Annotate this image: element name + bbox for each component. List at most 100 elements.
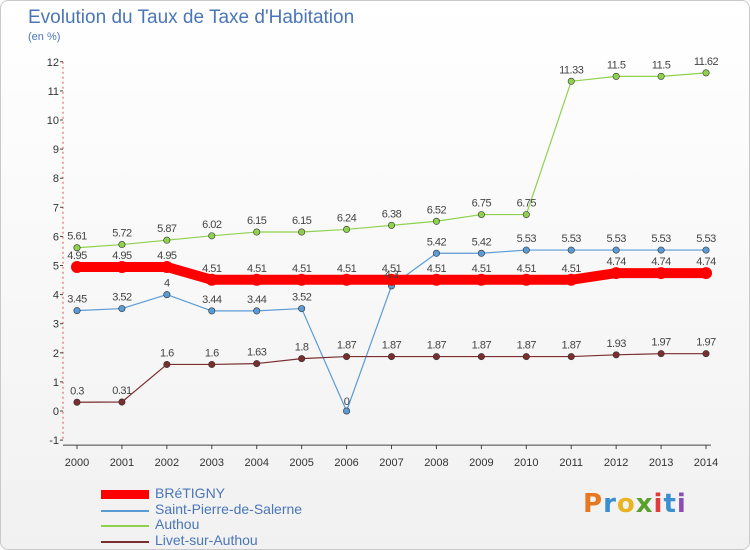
data-point xyxy=(522,246,530,254)
data-point xyxy=(253,307,261,315)
y-tick-label: 1 xyxy=(53,377,59,389)
data-label: 5.61 xyxy=(67,231,87,243)
data-label: 1.6 xyxy=(205,347,219,359)
data-point xyxy=(477,211,485,219)
data-label: 6.15 xyxy=(247,215,267,227)
logo-letter: o xyxy=(616,489,636,519)
x-tick-label: 2013 xyxy=(649,457,673,469)
legend-swatch xyxy=(101,490,149,499)
data-point xyxy=(657,72,665,80)
data-label: 5.42 xyxy=(472,236,492,248)
data-label: 3.44 xyxy=(202,294,222,306)
y-tick-label: 4 xyxy=(53,290,59,302)
y-tick-label: 6 xyxy=(53,231,59,243)
data-point xyxy=(115,260,128,273)
data-point xyxy=(295,273,308,286)
data-label: 4.74 xyxy=(651,256,671,268)
data-point xyxy=(163,360,171,368)
data-point xyxy=(567,246,575,254)
data-label: 5.42 xyxy=(427,236,447,248)
data-point xyxy=(253,228,261,236)
data-label: 5.53 xyxy=(651,233,671,245)
data-point xyxy=(73,398,81,406)
logo-letter: i xyxy=(676,489,687,519)
data-label: 4.51 xyxy=(562,263,582,275)
data-label: 0 xyxy=(344,396,350,408)
data-point xyxy=(522,211,530,219)
data-label: 11.33 xyxy=(559,64,584,76)
data-point xyxy=(160,260,173,273)
x-tick-label: 2005 xyxy=(289,457,313,469)
data-label: 3.52 xyxy=(112,292,132,304)
data-point xyxy=(700,267,713,280)
data-point xyxy=(702,69,710,77)
series-line xyxy=(76,72,707,249)
data-point xyxy=(612,351,620,359)
y-tick-label: 2 xyxy=(53,348,59,360)
data-label: 4.51 xyxy=(292,263,312,275)
data-point xyxy=(253,360,261,368)
data-point xyxy=(432,217,440,225)
data-label: 4.3 xyxy=(385,269,399,281)
chart-subtitle: (en %) xyxy=(28,31,61,43)
data-point xyxy=(657,350,665,358)
x-tick-label: 2012 xyxy=(604,457,628,469)
data-label: 1.97 xyxy=(651,337,671,349)
data-point xyxy=(163,236,171,244)
y-tick-label: 12 xyxy=(47,57,59,69)
data-point xyxy=(343,353,351,361)
data-label: 1.87 xyxy=(562,340,582,352)
data-label: 1.63 xyxy=(247,347,267,359)
data-point xyxy=(612,246,620,254)
data-point xyxy=(208,360,216,368)
legend-label: BRéTIGNY xyxy=(155,485,226,501)
x-tick-label: 2006 xyxy=(334,457,358,469)
data-label: 4.51 xyxy=(382,263,402,275)
data-point xyxy=(430,273,443,286)
data-point xyxy=(73,307,81,315)
y-tick-label: 9 xyxy=(53,144,59,156)
x-tick-label: 2004 xyxy=(244,457,268,469)
data-point xyxy=(71,260,83,273)
x-tick-label: 2007 xyxy=(379,457,403,469)
data-label: 11.62 xyxy=(694,56,719,68)
data-point xyxy=(432,249,440,257)
data-label: 4.51 xyxy=(202,263,222,275)
data-label: 3.52 xyxy=(292,292,312,304)
legend-swatch xyxy=(101,541,149,543)
data-label: 11.5 xyxy=(652,59,671,71)
logo-letter: i xyxy=(653,489,664,519)
y-tick-label: 10 xyxy=(47,115,59,127)
data-label: 6.02 xyxy=(202,219,222,231)
data-point xyxy=(567,77,575,85)
y-tick-label: -1 xyxy=(49,435,59,447)
data-label: 4.74 xyxy=(696,256,716,268)
data-label: 4.51 xyxy=(427,263,447,275)
data-point xyxy=(298,305,306,313)
data-point xyxy=(118,398,126,406)
data-label: 5.72 xyxy=(112,228,132,240)
data-point xyxy=(73,244,81,252)
data-label: 4.95 xyxy=(67,250,87,262)
legend-label: Authou xyxy=(155,516,200,532)
data-point xyxy=(118,305,126,313)
x-tick-label: 2003 xyxy=(200,457,224,469)
data-point xyxy=(340,273,353,286)
data-point xyxy=(205,273,218,286)
logo-letter: x xyxy=(635,489,654,519)
data-label: 5.53 xyxy=(696,233,716,245)
data-label: 1.8 xyxy=(295,342,309,354)
data-point xyxy=(565,273,578,286)
data-label: 4.95 xyxy=(112,250,132,262)
data-label: 4.51 xyxy=(337,263,357,275)
data-point xyxy=(702,350,710,358)
data-point xyxy=(655,267,668,280)
data-point xyxy=(385,273,398,286)
proxiti-logo: Proxiti xyxy=(583,489,687,519)
data-label: 6.24 xyxy=(337,212,357,224)
data-label: 6.52 xyxy=(427,204,447,216)
data-point xyxy=(477,249,485,257)
x-tick-label: 2001 xyxy=(110,457,134,469)
